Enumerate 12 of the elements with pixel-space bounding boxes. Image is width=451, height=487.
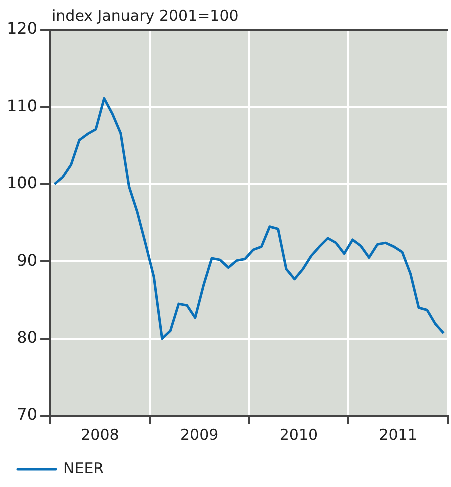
y-tick-label: 120 xyxy=(6,19,38,38)
x-tick-label: 2009 xyxy=(180,426,219,444)
x-tick-label: 2008 xyxy=(81,426,120,444)
chart-title: index January 2001=100 xyxy=(52,7,239,25)
legend-label: NEER xyxy=(64,459,104,478)
x-tick-label: 2010 xyxy=(280,426,318,444)
y-tick-label: 80 xyxy=(17,328,38,347)
y-tick-label: 110 xyxy=(6,96,38,116)
y-tick-label: 100 xyxy=(6,174,38,193)
x-tick-label: 2011 xyxy=(379,426,418,444)
y-tick-label: 90 xyxy=(17,250,38,270)
y-tick-label: 70 xyxy=(17,405,38,424)
